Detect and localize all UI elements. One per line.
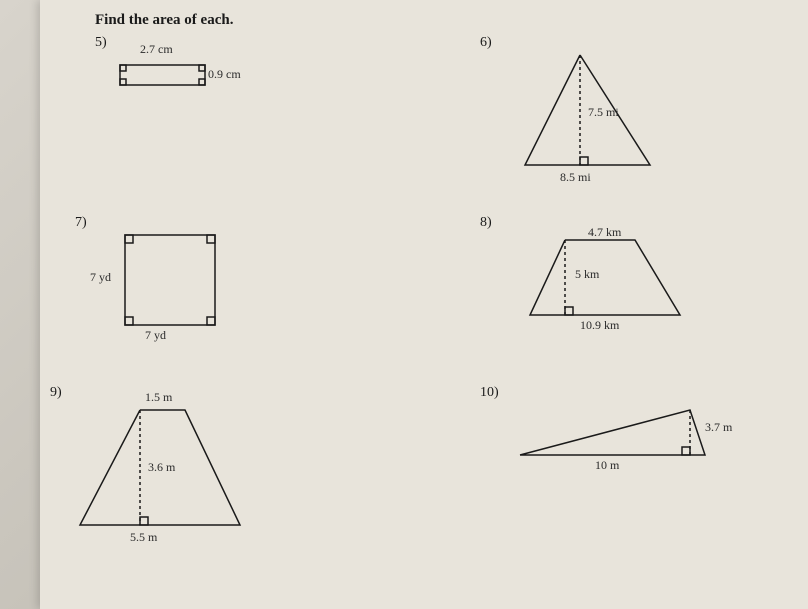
problem-9-bottom-label: 5.5 m bbox=[130, 530, 157, 545]
problem-9-number: 9) bbox=[50, 385, 62, 401]
problem-5-top-label: 2.7 cm bbox=[140, 42, 173, 57]
problem-10-bottom-label: 10 m bbox=[595, 458, 619, 473]
problem-6-height-label: 7.5 mi bbox=[588, 105, 619, 120]
worksheet-page: Find the area of each. 5) 2.7 cm 0.9 cm … bbox=[40, 0, 808, 609]
problem-10-number: 10) bbox=[480, 385, 499, 401]
problem-8-height-label: 5 km bbox=[575, 267, 599, 282]
problem-7-bottom-label: 7 yd bbox=[145, 328, 166, 343]
problem-5-number: 5) bbox=[95, 35, 107, 51]
problem-10-figure bbox=[510, 400, 730, 470]
instruction-title: Find the area of each. bbox=[95, 12, 233, 29]
problem-6-number: 6) bbox=[480, 35, 492, 51]
problem-8-number: 8) bbox=[480, 215, 492, 231]
problem-8-bottom-label: 10.9 km bbox=[580, 318, 619, 333]
problem-8-top-label: 4.7 km bbox=[588, 225, 621, 240]
problem-6-base-label: 8.5 mi bbox=[560, 170, 591, 185]
problem-9-top-label: 1.5 m bbox=[145, 390, 172, 405]
problem-5-right-label: 0.9 cm bbox=[208, 67, 241, 82]
problem-9-height-label: 3.6 m bbox=[148, 460, 175, 475]
problem-8-figure bbox=[520, 230, 700, 330]
problem-7-left-label: 7 yd bbox=[90, 270, 111, 285]
problem-10-right-label: 3.7 m bbox=[705, 420, 732, 435]
problem-7-figure bbox=[110, 225, 230, 335]
problem-7-number: 7) bbox=[75, 215, 87, 231]
